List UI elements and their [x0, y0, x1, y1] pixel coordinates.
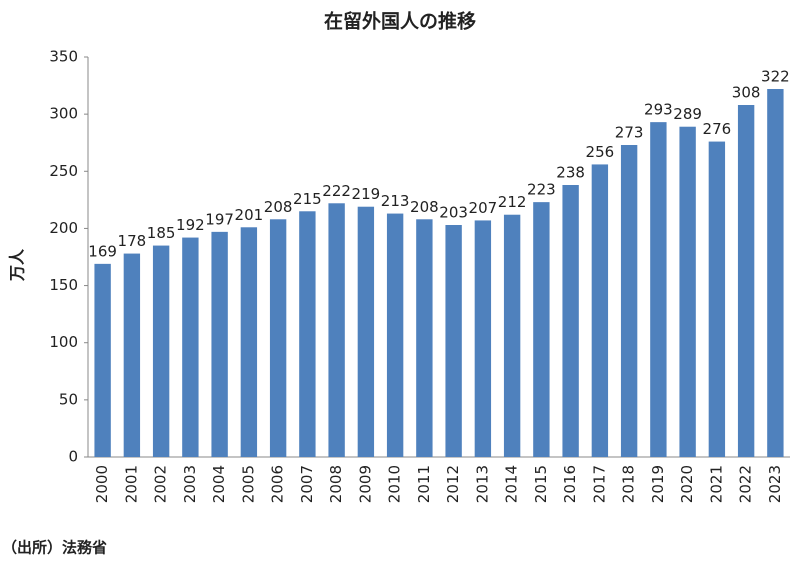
data-label: 178: [118, 232, 147, 250]
x-tick-label: 2007: [298, 465, 316, 503]
x-tick-label: 2014: [503, 465, 521, 503]
data-label: 213: [381, 192, 410, 210]
bar: [474, 220, 492, 457]
bar: [211, 231, 228, 457]
y-tick-label: 100: [49, 333, 78, 351]
x-tick-label: 2009: [356, 465, 374, 503]
data-label: 207: [469, 199, 498, 217]
chart-title: 在留外国人の推移: [324, 10, 476, 33]
data-label: 219: [352, 185, 381, 203]
x-tick-label: 2005: [239, 465, 257, 503]
x-tick-label: 2000: [93, 465, 111, 503]
x-tick-label: 2002: [152, 465, 170, 503]
x-tick-label: 2006: [269, 465, 287, 503]
x-tick-label: 2020: [678, 465, 696, 503]
data-label: 238: [556, 164, 585, 182]
x-tick-label: 2023: [766, 465, 784, 503]
bar: [123, 253, 141, 457]
bar: [533, 202, 550, 457]
bar: [620, 145, 638, 457]
bar: [299, 211, 316, 457]
data-label: 185: [147, 224, 176, 242]
data-label: 276: [703, 120, 732, 138]
y-tick-label: 250: [49, 162, 78, 180]
data-label: 208: [264, 198, 293, 216]
y-tick-label: 200: [49, 219, 78, 237]
data-label: 308: [732, 84, 761, 102]
data-label: 208: [410, 198, 439, 216]
data-label: 273: [615, 124, 644, 142]
bar: [328, 203, 345, 457]
x-tick-label: 2003: [181, 465, 199, 503]
data-label: 203: [439, 204, 468, 222]
x-tick-label: 2013: [473, 465, 491, 503]
data-label: 293: [644, 101, 673, 119]
bar: [767, 89, 784, 457]
bar: [591, 164, 609, 457]
y-tick-label: 0: [68, 448, 78, 466]
x-tick-label: 2010: [386, 465, 404, 503]
data-label: 322: [761, 68, 790, 86]
bar: [182, 237, 199, 457]
x-tick-label: 2019: [649, 465, 667, 503]
y-tick-label: 350: [49, 48, 78, 66]
bar: [737, 105, 755, 457]
source-note: （出所）法務省: [2, 539, 107, 557]
bar: [94, 263, 111, 457]
x-tick-label: 2004: [210, 465, 228, 503]
bar: [562, 185, 579, 457]
data-label: 222: [322, 182, 351, 200]
data-label: 223: [527, 181, 556, 199]
x-tick-label: 2016: [561, 465, 579, 503]
x-tick-label: 2001: [122, 465, 140, 503]
bar: [650, 122, 667, 458]
data-label: 215: [293, 190, 322, 208]
bar: [708, 141, 726, 458]
bar: [269, 219, 287, 457]
y-tick-label: 300: [49, 105, 78, 123]
bar: [416, 219, 433, 457]
bar: [679, 126, 696, 457]
x-tick-label: 2008: [327, 465, 345, 503]
y-tick-label: 150: [49, 276, 78, 294]
x-tick-label: 2021: [707, 465, 725, 503]
data-label: 212: [498, 193, 527, 211]
x-tick-label: 2017: [590, 465, 608, 503]
bar: [386, 213, 404, 457]
x-tick-label: 2011: [415, 465, 433, 503]
data-label: 201: [235, 206, 264, 224]
data-label: 197: [205, 210, 234, 228]
bar: [152, 245, 170, 457]
x-tick-label: 2018: [620, 465, 638, 503]
bar: [240, 227, 258, 457]
x-tick-label: 2015: [532, 465, 550, 503]
x-tick-label: 2012: [444, 465, 462, 503]
y-tick-label: 50: [59, 390, 78, 408]
data-label: 256: [586, 143, 615, 161]
bar: [445, 225, 462, 457]
data-label: 169: [88, 242, 117, 260]
data-label: 289: [673, 105, 702, 123]
bar: [503, 214, 521, 457]
bar: [357, 206, 375, 457]
x-tick-label: 2022: [737, 465, 755, 503]
data-label: 192: [176, 216, 205, 234]
y-axis-title: 万人: [8, 248, 27, 282]
